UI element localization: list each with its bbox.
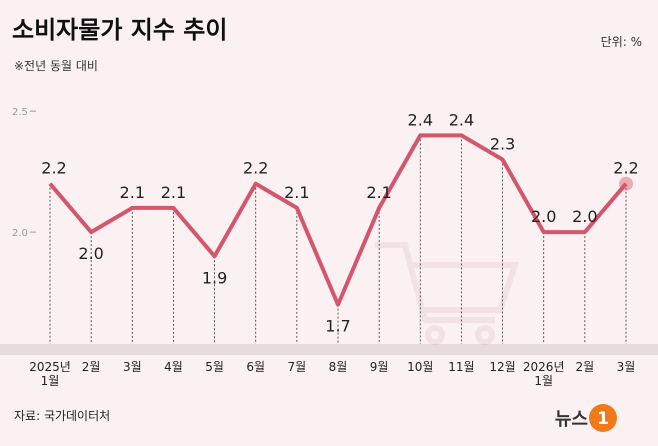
x-tick-label: 12월	[489, 360, 516, 374]
y-tick-label: 2.0	[12, 228, 28, 239]
x-tick-label: 3월	[122, 360, 142, 374]
value-label: 2.0	[78, 244, 103, 263]
x-tick-label: 2월	[575, 360, 595, 374]
baseline-band	[0, 344, 658, 355]
x-tick-label: 2월	[81, 360, 101, 374]
x-tick-label: 7월	[287, 360, 307, 374]
x-tick-label: 8월	[328, 360, 348, 374]
logo-badge	[589, 404, 617, 432]
value-label: 2.1	[120, 183, 145, 202]
value-label: 2.2	[613, 159, 638, 178]
x-tick-label: 9월	[369, 360, 389, 374]
value-label: 1.7	[325, 317, 350, 336]
x-tick-label: 6월	[246, 360, 266, 374]
source: 자료: 국가데이터처	[14, 409, 110, 423]
value-label: 2.2	[41, 159, 66, 178]
value-label: 2.1	[161, 183, 186, 202]
x-tick-label: 2025년 1월	[29, 360, 71, 388]
x-tick-label: 10월	[407, 360, 434, 374]
cart-icon	[375, 242, 520, 345]
logo-badge-text: 1	[597, 409, 609, 429]
subtitle: ※전년 동월 대비	[14, 59, 98, 73]
x-tick-label: 5월	[205, 360, 224, 374]
x-tick-label: 2026년 1월	[522, 360, 565, 388]
value-label: 2.0	[572, 207, 597, 226]
value-label: 2.4	[408, 110, 433, 129]
value-label: 2.1	[284, 183, 309, 202]
value-label: 2.0	[531, 207, 556, 226]
title: 소비자물가 지수 추이	[12, 16, 227, 44]
x-tick-label: 11월	[448, 360, 475, 374]
value-label: 2.1	[366, 183, 391, 202]
value-label: 1.9	[202, 268, 227, 287]
value-label: 2.4	[449, 110, 474, 129]
value-label: 2.3	[490, 135, 515, 154]
x-tick-label: 4월	[164, 360, 183, 374]
unit: 단위: %	[601, 35, 642, 49]
y-tick-label: 2.5	[12, 107, 28, 118]
logo-text: 뉴스	[555, 409, 588, 430]
value-label: 2.2	[243, 159, 268, 178]
x-tick-label: 3월	[616, 360, 636, 374]
end-point	[619, 176, 633, 191]
line	[48, 133, 628, 307]
